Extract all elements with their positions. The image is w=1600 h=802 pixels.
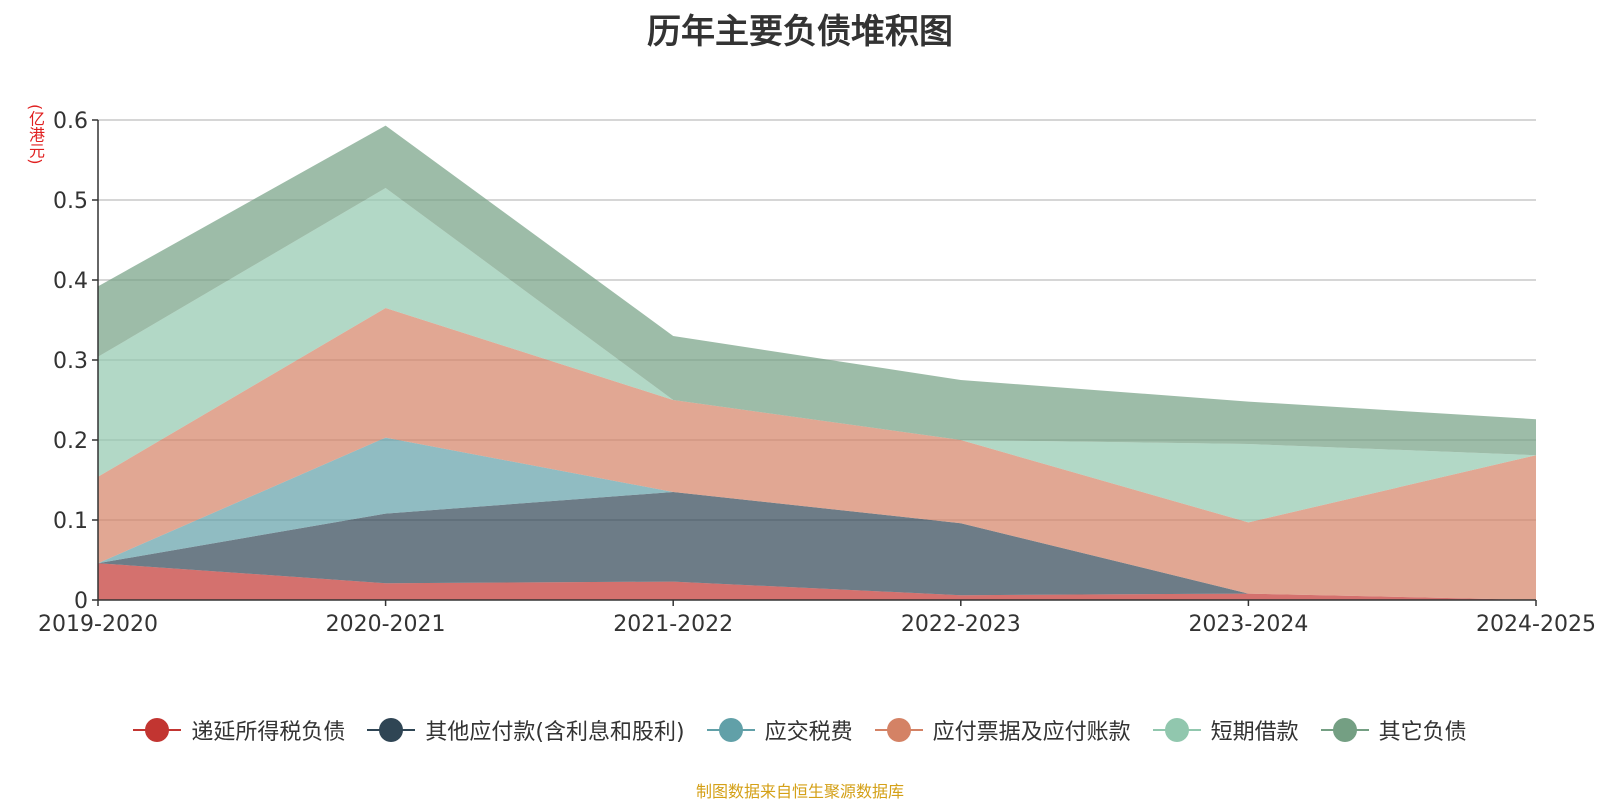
x-tick-label: 2024-2025 bbox=[1476, 612, 1596, 637]
x-tick-label: 2021-2022 bbox=[613, 612, 733, 637]
chart-title: 历年主要负债堆积图 bbox=[647, 12, 953, 52]
legend-item[interactable]: 应交税费 bbox=[706, 714, 853, 746]
y-tick-label: 0.3 bbox=[53, 349, 88, 374]
area-series-1 bbox=[98, 492, 1536, 600]
legend-item[interactable]: 递延所得税负债 bbox=[133, 714, 345, 746]
legend-item[interactable]: 短期借款 bbox=[1152, 714, 1299, 746]
y-tick-label: 0.5 bbox=[53, 189, 88, 214]
legend-dot bbox=[145, 718, 170, 742]
legend-swatch bbox=[133, 718, 182, 742]
legend-dot bbox=[886, 718, 911, 742]
legend-swatch bbox=[1152, 718, 1201, 742]
legend-swatch bbox=[367, 718, 416, 742]
area-series bbox=[98, 125, 1536, 600]
x-tick-label: 2019-2020 bbox=[38, 612, 158, 637]
legend-item[interactable]: 应付票据及应付账款 bbox=[874, 714, 1131, 746]
legend-label: 短期借款 bbox=[1210, 720, 1299, 745]
area-series-2 bbox=[98, 437, 1536, 600]
legend-label: 应付票据及应付账款 bbox=[932, 720, 1131, 745]
legend-dot bbox=[1332, 718, 1357, 742]
y-tick-label: 0.1 bbox=[53, 509, 88, 534]
legend-item[interactable]: 其他应付款(含利息和股利) bbox=[367, 714, 685, 746]
area-series-0 bbox=[98, 563, 1536, 600]
legend-label: 其它负债 bbox=[1378, 720, 1467, 745]
area-series-3 bbox=[98, 308, 1536, 600]
legend-label: 应交税费 bbox=[764, 720, 853, 745]
legend-swatch bbox=[874, 718, 923, 742]
area-series-4 bbox=[98, 188, 1536, 523]
x-tick-label: 2022-2023 bbox=[901, 612, 1021, 637]
legend-label: 递延所得税负债 bbox=[191, 720, 346, 745]
area-series-5 bbox=[98, 125, 1536, 456]
legend-swatch bbox=[706, 718, 755, 742]
y-axis-unit: (亿港元) bbox=[26, 104, 45, 165]
x-tick-label: 2020-2021 bbox=[326, 612, 446, 637]
y-tick-label: 0.2 bbox=[53, 429, 88, 454]
y-tick-label: 0.4 bbox=[53, 269, 88, 294]
axes: 0 0.1 0.2 0.3 0.4 0.5 0.6 2019-2020 2020-2021 202… bbox=[38, 109, 1596, 637]
data-source-note: 制图数据来自恒生聚源数据库 bbox=[695, 782, 904, 801]
legend-dot bbox=[1164, 718, 1189, 742]
legend-label: 其他应付款(含利息和股利) bbox=[425, 720, 685, 745]
chart-legend: 递延所得税负债 其他应付款(含利息和股利) 应交税费 应付票据及应付账款 短期借款 其它负… bbox=[0, 714, 1600, 746]
x-tick-label: 2023-2024 bbox=[1188, 612, 1308, 637]
legend-dot bbox=[718, 718, 743, 742]
stacked-area-chart: 0 0.1 0.2 0.3 0.4 0.5 0.6 2019-2020 2020-2021 202… bbox=[38, 109, 1596, 637]
y-tick-label: 0 bbox=[74, 589, 88, 614]
legend-dot bbox=[379, 718, 404, 742]
y-tick-label: 0.6 bbox=[53, 109, 88, 134]
legend-item[interactable]: 其它负债 bbox=[1320, 714, 1467, 746]
legend-swatch bbox=[1320, 718, 1369, 742]
